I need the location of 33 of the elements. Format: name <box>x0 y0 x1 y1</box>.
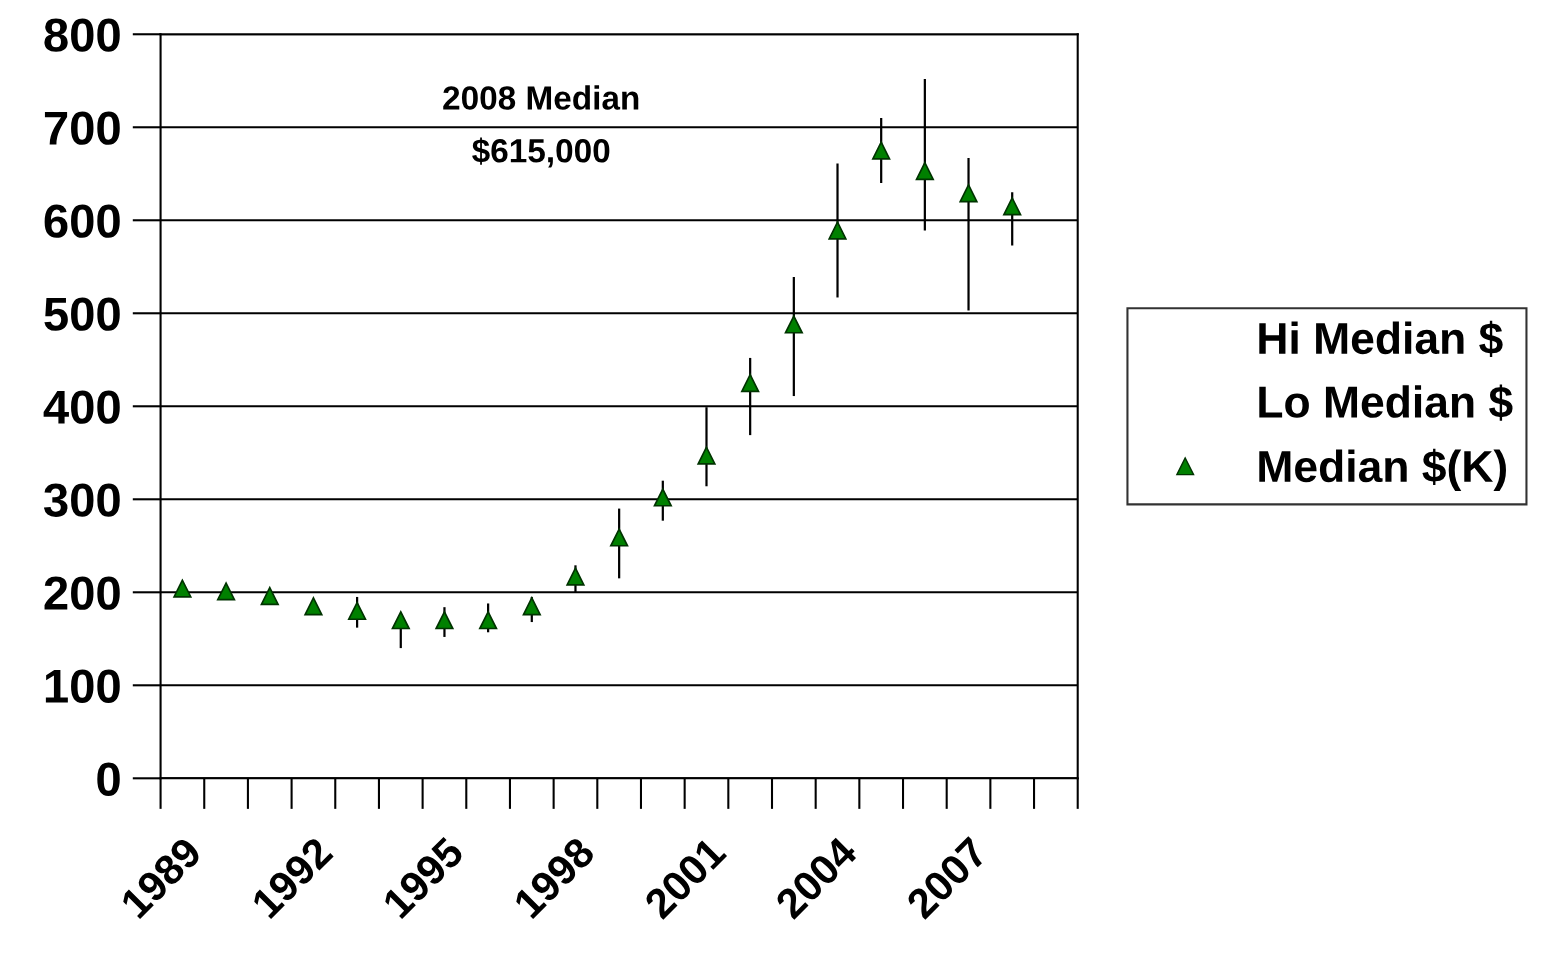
y-tick-label: 600 <box>44 204 120 238</box>
point <box>784 315 804 334</box>
text: Lo Median $ <box>1259 384 1513 421</box>
point <box>478 611 498 630</box>
point <box>828 221 847 240</box>
point <box>173 579 192 598</box>
point <box>653 488 672 507</box>
annotation: 2008 Median $615,000 <box>443 85 639 168</box>
legend-label: Median $(K) <box>1259 448 1506 492</box>
y-tick-label: 500 <box>44 297 120 331</box>
point <box>347 601 367 621</box>
point <box>609 528 629 547</box>
point <box>959 184 978 203</box>
y-tick-label: 200 <box>44 576 120 610</box>
point <box>740 373 760 393</box>
y-tick-label: 800 <box>44 18 120 52</box>
point <box>391 611 410 630</box>
point <box>915 161 935 181</box>
y-tick-label: 700 <box>44 111 120 145</box>
point <box>260 586 279 606</box>
point <box>435 611 454 630</box>
point <box>522 597 541 616</box>
point <box>697 446 716 465</box>
y-tick-label: 300 <box>43 483 120 517</box>
y-tick-label: 400 <box>43 390 120 424</box>
point <box>216 582 236 601</box>
text: Hi Median $ <box>1259 320 1503 358</box>
point <box>872 141 891 160</box>
point <box>1003 197 1022 216</box>
point <box>566 567 585 586</box>
point <box>304 597 323 616</box>
y-tick-label: 100 <box>45 669 120 703</box>
y-tick-label: 0 <box>97 762 120 796</box>
